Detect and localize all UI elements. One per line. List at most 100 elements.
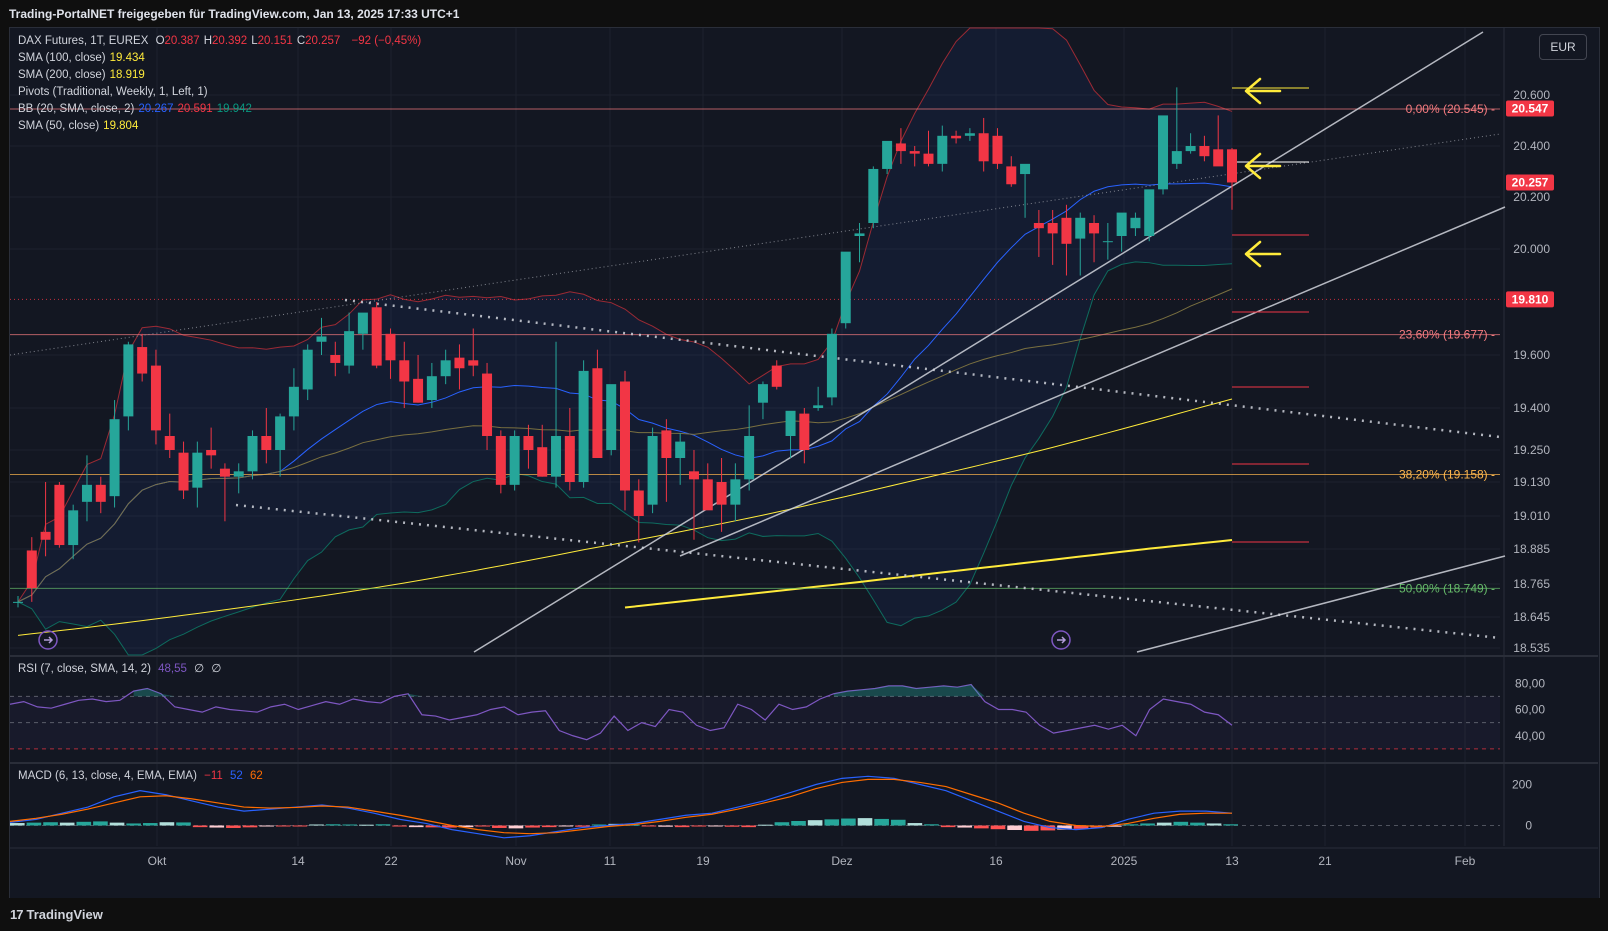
price-axis-tick: 19.400 bbox=[1513, 401, 1550, 415]
candle-body bbox=[275, 416, 286, 450]
legend-row[interactable]: SMA (100, close) 19.434 bbox=[18, 50, 425, 67]
time-axis-tick: 13 bbox=[1225, 854, 1239, 868]
macd-hist-bar bbox=[325, 824, 341, 826]
macd-hist-bar bbox=[1223, 824, 1238, 826]
legend-ohlc: O20.387 H20.392 L20.151 C20.257 bbox=[156, 35, 345, 47]
legend-row[interactable]: SMA (50, close) 19.804 bbox=[18, 118, 425, 135]
macd-hist-bar bbox=[292, 825, 308, 827]
candle-body bbox=[578, 370, 589, 482]
event-arrow-icon bbox=[44, 636, 54, 644]
candles-layer bbox=[13, 87, 1237, 608]
legend-symbol-row[interactable]: DAX Futures, 1T, EUREX O20.387 H20.392 L20… bbox=[18, 33, 425, 50]
legend-row[interactable]: Pivots (Traditional, Weekly, 1, Left, 1) bbox=[18, 84, 425, 101]
macd-hist-bar bbox=[1190, 822, 1205, 826]
currency-button[interactable]: EUR bbox=[1539, 34, 1587, 60]
candle-body bbox=[81, 484, 92, 502]
candle-body bbox=[344, 331, 355, 366]
candle-body bbox=[785, 410, 796, 436]
macd-line-value: 52 bbox=[230, 770, 243, 782]
chart-frame[interactable] bbox=[9, 27, 1600, 900]
price-axis-tick: 19.130 bbox=[1513, 475, 1550, 489]
legend-row-label: SMA (200, close) bbox=[18, 69, 106, 81]
macd-hist-bar bbox=[192, 825, 208, 828]
candle-body bbox=[247, 436, 258, 472]
candle-body bbox=[426, 376, 437, 401]
price-axis-tick: 20.600 bbox=[1513, 88, 1550, 102]
price-axis-tick: 18.645 bbox=[1513, 610, 1550, 624]
macd-hist-bar bbox=[824, 819, 840, 826]
macd-hist-bar bbox=[342, 824, 358, 826]
legend-rsi[interactable]: RSI (7, close, SMA, 14, 2) 48,55 ∅ ∅ bbox=[18, 661, 225, 678]
time-axis-tick: 16 bbox=[989, 854, 1003, 868]
time-axis-tick: Nov bbox=[505, 854, 526, 868]
candle-body bbox=[302, 349, 313, 390]
macd-hist-bar bbox=[724, 825, 740, 827]
candle-body bbox=[633, 490, 644, 516]
candle-body bbox=[137, 347, 148, 374]
source-caption: Trading-PortalNET freigegeben für Tradin… bbox=[9, 7, 460, 21]
candle-body bbox=[895, 143, 906, 152]
candle-body bbox=[316, 336, 327, 342]
time-axis-tick: 2025 bbox=[1111, 854, 1138, 868]
macd-hist-value: −11 bbox=[204, 770, 223, 782]
macd-hist-bar bbox=[176, 822, 191, 826]
legend-macd[interactable]: MACD (6, 13, close, 4, EMA, EMA) −11 52 … bbox=[18, 768, 267, 785]
macd-axis-tick: 200 bbox=[1512, 778, 1532, 792]
candle-body bbox=[840, 251, 851, 324]
macd-hist-bar bbox=[159, 822, 175, 826]
candle-body bbox=[909, 151, 920, 154]
rsi-axis-tick: 80,00 bbox=[1515, 676, 1545, 690]
price-axis-tick: 19.010 bbox=[1513, 509, 1550, 523]
legend-row-value: 18.919 bbox=[109, 69, 145, 81]
legend-indicator-rows: SMA (100, close) 19.434 SMA (200, close) 18… bbox=[18, 50, 425, 135]
bollinger-lower-line bbox=[17, 261, 1233, 656]
candle-body bbox=[219, 468, 230, 477]
trendline-solid-2 bbox=[679, 206, 1506, 557]
ohlc-key-c: C bbox=[296, 35, 306, 47]
candle-body bbox=[1227, 149, 1237, 183]
rsi-label: RSI (7, close, SMA, 14, 2) bbox=[18, 663, 151, 675]
price-badge-text: 20.547 bbox=[1512, 102, 1549, 116]
time-axis-tick: 22 bbox=[384, 854, 398, 868]
candle-body bbox=[592, 368, 603, 458]
macd-line bbox=[9, 775, 1233, 839]
macd-hist-bar bbox=[59, 822, 75, 826]
price-axis-tick: 18.535 bbox=[1513, 641, 1550, 655]
candle-body bbox=[399, 360, 410, 382]
legend-row-label: SMA (50, close) bbox=[18, 120, 100, 132]
macd-hist-bar bbox=[359, 824, 374, 826]
candle-body bbox=[1102, 241, 1113, 243]
legend-row[interactable]: BB (20, SMA, close, 2) 20.267 20.591 19.942 bbox=[18, 101, 425, 118]
candle-body bbox=[357, 312, 368, 334]
arrow-icon bbox=[1244, 240, 1282, 268]
ohlc-value-l: 20.151 bbox=[257, 35, 293, 47]
macd-hist-bar bbox=[508, 825, 524, 829]
legend-row[interactable]: SMA (200, close) 18.919 bbox=[18, 67, 425, 84]
candle-body bbox=[178, 452, 189, 491]
candle-body bbox=[330, 355, 341, 363]
macd-hist-bar bbox=[1107, 825, 1122, 827]
bollinger-fill bbox=[18, 28, 1232, 655]
tv-logo-icon: 17 bbox=[10, 907, 24, 922]
legend-row-label: BB (20, SMA, close, 2) bbox=[18, 103, 135, 115]
macd-hist-bar bbox=[591, 824, 607, 826]
macd-hist-bar bbox=[1123, 824, 1139, 826]
rsi-axis-tick: 60,00 bbox=[1515, 703, 1545, 717]
macd-hist-bar bbox=[641, 825, 657, 827]
footer-bar: 17 TradingView bbox=[0, 898, 1608, 931]
candle-body bbox=[992, 135, 1003, 164]
candle-body bbox=[771, 365, 782, 387]
macd-hist-bar bbox=[1007, 825, 1022, 831]
trendline-dotted-1 bbox=[344, 298, 1501, 439]
price-badge-text: 19.810 bbox=[1512, 292, 1549, 306]
rsi-overbought-fill bbox=[133, 684, 985, 697]
tradingview-logo[interactable]: 17 TradingView bbox=[10, 907, 103, 922]
legend-change: −92 (−0,45%) bbox=[351, 35, 422, 47]
macd-hist-bar bbox=[791, 820, 806, 826]
legend-row-value: 19.434 bbox=[109, 52, 145, 64]
macd-hist-bar bbox=[741, 825, 756, 828]
candle-body bbox=[564, 436, 575, 482]
macd-hist-bar bbox=[126, 823, 141, 826]
macd-hist-bar bbox=[857, 818, 873, 826]
